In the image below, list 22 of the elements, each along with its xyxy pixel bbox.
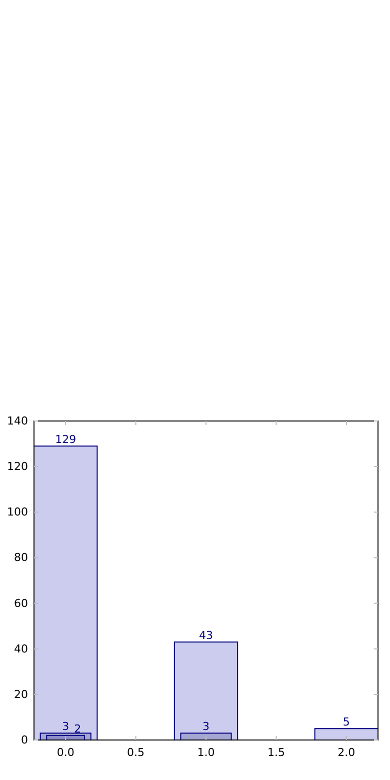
x-tick-label: 0.0: [56, 746, 74, 759]
bar: [174, 642, 238, 740]
y-tick-label: 60: [14, 596, 28, 610]
bar: [314, 728, 378, 740]
data-label: 129: [55, 433, 76, 446]
y-tick-label: 0: [21, 734, 28, 747]
y-tick-label: 40: [14, 642, 28, 656]
bar: [34, 446, 98, 740]
y-tick-label: 140: [7, 414, 28, 428]
data-label: 43: [199, 629, 213, 642]
y-tick-label: 80: [14, 551, 28, 564]
y-tick-label: 100: [7, 506, 28, 519]
x-tick-label: 2.0: [338, 746, 356, 759]
data-label: 3: [62, 720, 70, 734]
x-tick-label: 0.5: [127, 746, 145, 759]
x-tick-label: 1.0: [197, 746, 215, 759]
x-tick-label: 1.5: [267, 746, 285, 759]
data-label: 5: [342, 716, 350, 729]
data-label: 2: [74, 722, 82, 736]
data-label: 3: [202, 720, 210, 734]
y-tick-label: 120: [7, 460, 28, 474]
y-tick-label: 20: [14, 688, 28, 701]
